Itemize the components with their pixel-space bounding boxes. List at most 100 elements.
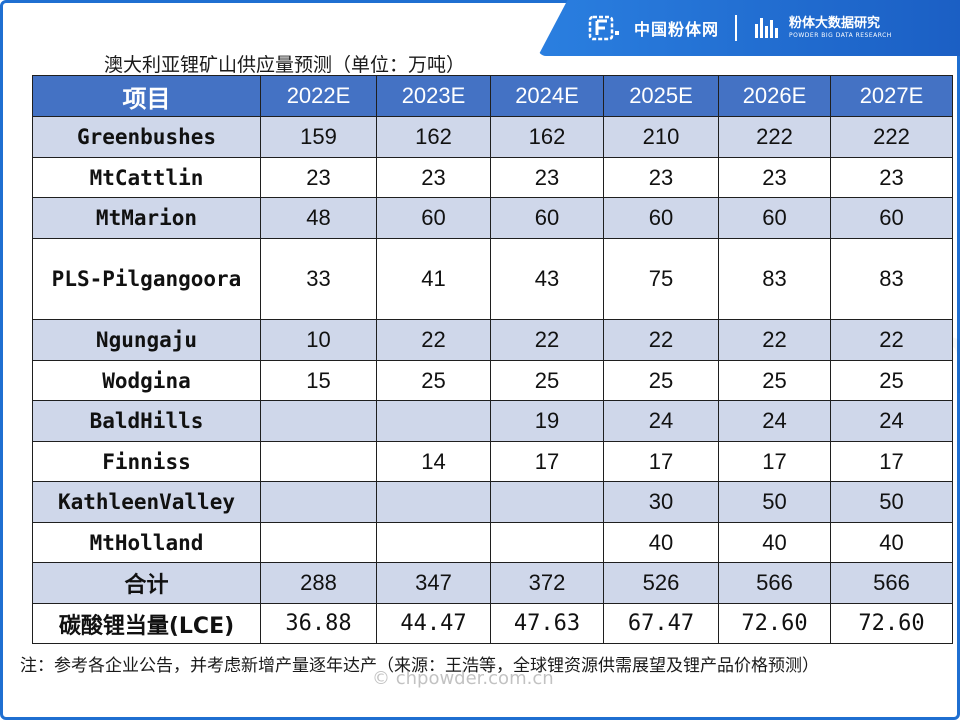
- table-cell: 23: [376, 157, 491, 198]
- table-row: Wodgina 15 25 25 25 25 25: [32, 360, 953, 401]
- table-row: MtMarion 48 60 60 60 60 60: [32, 197, 953, 239]
- table-cell: 40: [603, 522, 719, 563]
- table-row: Ngungaju 10 22 22 22 22 22: [32, 319, 953, 361]
- table-cell: 22: [718, 319, 831, 361]
- table-cell: 347: [376, 562, 491, 604]
- table-cell: [490, 481, 604, 523]
- table-cell: 17: [718, 441, 831, 482]
- column-header: 2026E: [718, 75, 831, 117]
- table-cell: 33: [260, 238, 377, 320]
- table-cell: 72.60: [718, 603, 831, 644]
- table-cell: 50: [718, 481, 831, 523]
- row-name: BaldHills: [32, 400, 261, 442]
- row-name: MtMarion: [32, 197, 261, 239]
- table-cell: 162: [490, 116, 604, 158]
- table-cell: 60: [490, 197, 604, 239]
- table-cell: 30: [603, 481, 719, 523]
- chpowder-logo-icon: [588, 15, 619, 41]
- row-name: Wodgina: [32, 360, 261, 401]
- footnote: 注：参考各企业公告，并考虑新增产量逐年达产（来源：王浩等，全球锂资源供需展望及锂…: [20, 656, 819, 676]
- table-cell: 72.60: [830, 603, 953, 644]
- table-cell: 159: [260, 116, 377, 158]
- table-cell: [376, 481, 491, 523]
- brand-banner: 中国粉体网 粉体大数据研究 POWDER BIG DATA RESEARCH: [538, 0, 960, 56]
- table-row: MtHolland 40 40 40: [32, 522, 953, 563]
- table-cell: 24: [830, 400, 953, 442]
- total-row: 合计 288 347 372 526 566 566: [32, 562, 953, 604]
- table-cell: 17: [830, 441, 953, 482]
- table-cell: 162: [376, 116, 491, 158]
- table-cell: 25: [718, 360, 831, 401]
- table-cell: 25: [830, 360, 953, 401]
- table-cell: 23: [603, 157, 719, 198]
- site-name: 中国粉体网: [634, 20, 720, 39]
- column-header: 2023E: [376, 75, 491, 117]
- table-cell: 25: [490, 360, 604, 401]
- table-cell: 24: [603, 400, 719, 442]
- table-row: BaldHills 19 24 24 24: [32, 400, 953, 442]
- table-cell: [260, 400, 377, 442]
- table-cell: 22: [490, 319, 604, 361]
- table-cell: [376, 400, 491, 442]
- table-cell: 14: [376, 441, 491, 482]
- column-header: 2025E: [603, 75, 719, 117]
- row-name: 合计: [32, 562, 261, 604]
- table-cell: 40: [830, 522, 953, 563]
- table-cell: 22: [376, 319, 491, 361]
- table-cell: 566: [830, 562, 953, 604]
- table-cell: 222: [830, 116, 953, 158]
- supply-forecast-table: 项目 2022E 2023E 2024E 2025E 2026E 2027E G…: [32, 75, 953, 644]
- table-row: MtCattlin 23 23 23 23 23 23: [32, 157, 953, 198]
- row-name: Greenbushes: [32, 116, 261, 158]
- column-header: 2027E: [830, 75, 953, 117]
- table-header-row: 项目 2022E 2023E 2024E 2025E 2026E 2027E: [32, 75, 953, 117]
- table-cell: 23: [260, 157, 377, 198]
- column-header: 2024E: [490, 75, 604, 117]
- copyright-watermark: © chpowder.com.cn: [372, 668, 554, 689]
- table-cell: [376, 522, 491, 563]
- table-cell: [490, 522, 604, 563]
- table-cell: 526: [603, 562, 719, 604]
- table-cell: 36.88: [260, 603, 377, 644]
- table-cell: 566: [718, 562, 831, 604]
- table-cell: 372: [490, 562, 604, 604]
- table-cell: 17: [603, 441, 719, 482]
- table-cell: 83: [830, 238, 953, 320]
- table-cell: 15: [260, 360, 377, 401]
- table-cell: 44.47: [376, 603, 491, 644]
- table-row: Finniss 14 17 17 17 17: [32, 441, 953, 482]
- table-cell: 60: [376, 197, 491, 239]
- table-cell: 24: [718, 400, 831, 442]
- column-header: 项目: [32, 75, 261, 117]
- table-cell: 48: [260, 197, 377, 239]
- table-cell: 47.63: [490, 603, 604, 644]
- table-cell: 40: [718, 522, 831, 563]
- bigdata-name: 粉体大数据研究: [789, 16, 881, 31]
- row-name: MtCattlin: [32, 157, 261, 198]
- table-cell: 41: [376, 238, 491, 320]
- table-row: Greenbushes 159 162 162 210 222 222: [32, 116, 953, 158]
- table-cell: 60: [830, 197, 953, 239]
- table-cell: 83: [718, 238, 831, 320]
- table-cell: 23: [490, 157, 604, 198]
- bigdata-subtitle: POWDER BIG DATA RESEARCH: [789, 32, 892, 39]
- bigdata-logo-icon: [755, 18, 779, 38]
- lce-row: 碳酸锂当量(LCE) 36.88 44.47 47.63 67.47 72.60…: [32, 603, 953, 644]
- table-row: KathleenValley 30 50 50: [32, 481, 953, 523]
- table-cell: 22: [830, 319, 953, 361]
- table-cell: 19: [490, 400, 604, 442]
- row-name: 碳酸锂当量(LCE): [32, 603, 261, 644]
- table-cell: [260, 481, 377, 523]
- table-cell: 288: [260, 562, 377, 604]
- row-name: Ngungaju: [32, 319, 261, 361]
- row-name: Finniss: [32, 441, 261, 482]
- row-name: PLS-Pilgangoora: [32, 238, 261, 320]
- row-name: KathleenValley: [32, 481, 261, 523]
- table-cell: 210: [603, 116, 719, 158]
- table-title: 澳大利亚锂矿山供应量预测（单位：万吨）: [104, 54, 466, 76]
- table-cell: 222: [718, 116, 831, 158]
- table-cell: [260, 522, 377, 563]
- table-cell: 50: [830, 481, 953, 523]
- table-cell: [260, 441, 377, 482]
